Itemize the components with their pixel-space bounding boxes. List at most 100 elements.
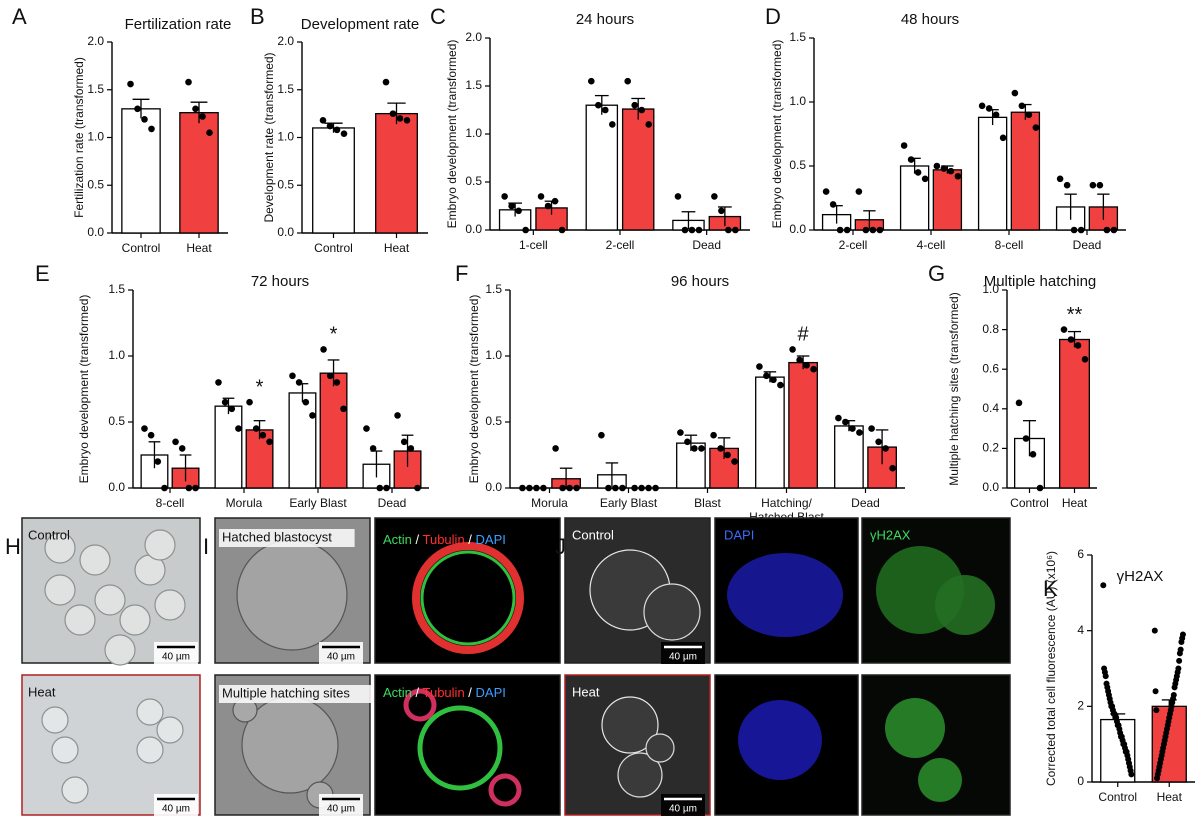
y-tick-label: 0.2	[982, 441, 999, 455]
data-point	[199, 113, 206, 120]
y-tick-label: 0	[1077, 774, 1084, 788]
data-point	[725, 226, 732, 234]
bar	[977, 116, 1008, 231]
data-point	[302, 398, 310, 406]
panel-letter: A	[12, 4, 27, 29]
x-tick-label: Dead	[692, 238, 721, 252]
error-bar	[718, 206, 732, 227]
data-point	[1081, 356, 1089, 363]
embryo	[136, 698, 164, 726]
y-tick-label: 1.0	[87, 130, 104, 144]
data-point	[394, 412, 401, 419]
scale-label: 40 µm	[669, 652, 697, 663]
data-point	[645, 121, 652, 128]
panel-letter: E	[35, 261, 50, 286]
data-point	[382, 78, 390, 86]
image-label: DAPI	[724, 527, 754, 542]
x-tick-label: 4-cell	[917, 238, 946, 252]
data-point	[1036, 484, 1044, 492]
data-point	[1025, 111, 1033, 119]
embryo	[136, 736, 164, 764]
data-point	[933, 162, 941, 170]
data-point	[147, 431, 155, 439]
bar	[312, 127, 355, 234]
error-bar	[253, 420, 266, 440]
data-point	[1018, 102, 1026, 110]
stain-word: Actin	[383, 532, 412, 547]
panel-letter: C	[430, 4, 446, 29]
image-label: Multiple hatching sites	[222, 685, 350, 700]
data-point	[309, 412, 316, 419]
data-point	[178, 445, 186, 452]
data-point	[1178, 639, 1185, 646]
x-tick-label: Morula	[226, 496, 263, 510]
data-point	[862, 226, 870, 234]
data-point	[1103, 226, 1111, 234]
data-point	[400, 438, 408, 446]
stain-word: DAPI	[476, 532, 506, 547]
data-point	[843, 226, 851, 234]
data-point	[829, 201, 837, 208]
data-point	[515, 207, 522, 215]
y-tick-label: 0.0	[982, 480, 999, 494]
data-point	[631, 484, 638, 492]
data-point	[695, 226, 703, 234]
error-bar	[594, 94, 609, 115]
dapi-signal	[738, 700, 822, 780]
data-point	[1011, 89, 1019, 97]
embryo	[41, 706, 69, 734]
error-bar	[190, 101, 208, 124]
y-tick-label: 0.0	[87, 225, 104, 239]
y-tick-label: 1.5	[87, 82, 104, 96]
y-tick-label: 0.5	[277, 177, 294, 191]
data-point	[612, 484, 619, 492]
error-bar	[763, 371, 777, 383]
data-point	[1100, 582, 1107, 589]
data-point	[869, 226, 877, 234]
data-point	[1070, 226, 1078, 234]
data-point	[403, 117, 411, 124]
panel-letter: D	[765, 4, 781, 29]
data-point	[522, 226, 529, 234]
data-point	[588, 77, 595, 85]
data-point	[724, 451, 731, 459]
y-tick-label: 1.0	[789, 94, 806, 108]
embryo	[61, 776, 89, 804]
data-point	[595, 101, 602, 109]
error-bar	[684, 434, 698, 452]
y-tick-label: 6	[1077, 547, 1084, 561]
significance: *	[256, 376, 264, 398]
embryo	[51, 736, 79, 764]
data-point	[789, 346, 796, 353]
data-point	[1022, 435, 1030, 442]
data-point	[763, 372, 770, 380]
data-point	[508, 202, 515, 210]
data-point	[856, 429, 863, 436]
data-point	[192, 484, 199, 492]
y-tick-label: 1.5	[277, 82, 294, 96]
data-point	[206, 129, 213, 137]
data-point	[698, 445, 705, 452]
data-point	[835, 414, 842, 422]
bar	[755, 376, 785, 489]
data-point	[645, 484, 652, 492]
y-tick-label: 1.0	[982, 282, 999, 296]
data-point	[691, 445, 698, 452]
data-point	[141, 425, 148, 432]
error-bar	[324, 122, 343, 133]
y-tick-label: 4	[1077, 623, 1084, 637]
y-tick-label: 1.5	[108, 282, 125, 296]
data-point	[711, 193, 718, 200]
stain-legend: Actin / Tubulin / DAPI	[383, 685, 506, 700]
data-point	[803, 361, 810, 369]
embryo	[119, 604, 151, 636]
x-tick-label: Control	[314, 241, 353, 255]
data-point	[266, 438, 273, 446]
data-point	[326, 122, 334, 130]
embryo	[236, 539, 348, 651]
x-tick-label: 1-cell	[519, 238, 548, 252]
embryo	[601, 696, 659, 754]
x-tick-label: Early Blast	[289, 496, 347, 510]
y-tick-label: 0.0	[465, 222, 482, 236]
